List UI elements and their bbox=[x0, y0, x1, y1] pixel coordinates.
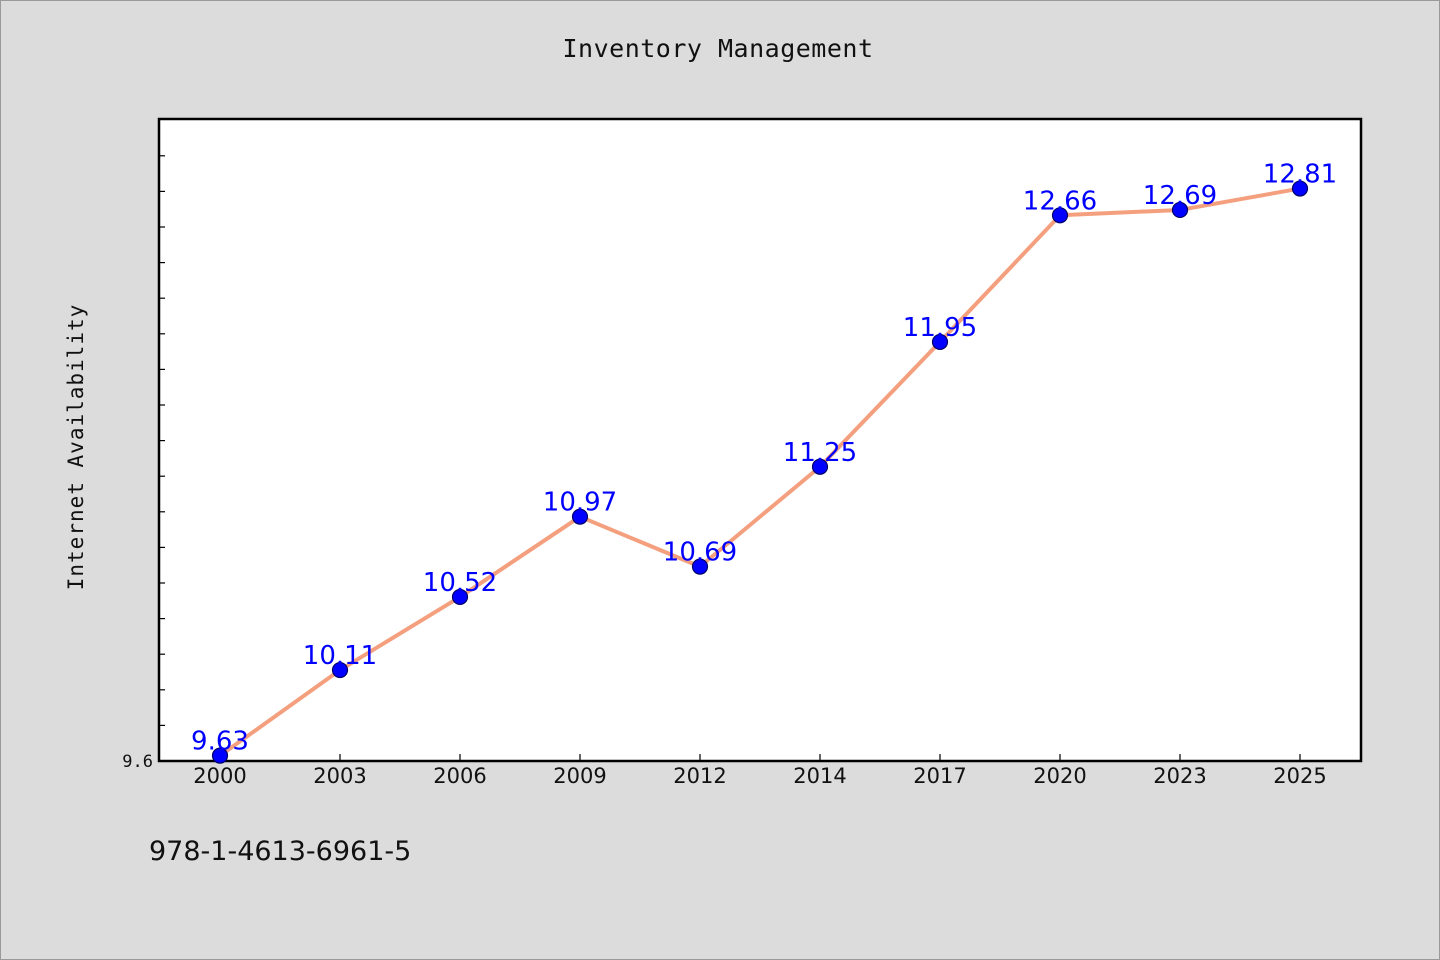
x-tick-label-2000: 2000 bbox=[193, 764, 246, 788]
series-line bbox=[218, 186, 1302, 758]
data-point-2000 bbox=[211, 747, 229, 764]
data-label-2012: 10.69 bbox=[663, 538, 737, 568]
x-tick-label-2003: 2003 bbox=[313, 764, 366, 788]
x-tick-label-2009: 2009 bbox=[553, 764, 606, 788]
data-point-2006 bbox=[451, 588, 469, 606]
data-point-2023 bbox=[1171, 201, 1189, 219]
data-point-2025 bbox=[1291, 180, 1309, 197]
data-label-2000: 9.63 bbox=[191, 727, 249, 757]
data-label-2014: 11.25 bbox=[783, 438, 857, 468]
data-label-2017: 11.95 bbox=[903, 313, 977, 343]
data-point-2012 bbox=[691, 558, 709, 575]
data-point-2003 bbox=[331, 661, 349, 679]
plot-area bbox=[157, 117, 1363, 763]
data-point-2020 bbox=[1051, 207, 1069, 224]
x-tick-label-2020: 2020 bbox=[1033, 764, 1086, 788]
x-tick-label-2025: 2025 bbox=[1273, 764, 1326, 788]
data-label-2023: 12.69 bbox=[1143, 181, 1217, 211]
data-label-2025: 12.81 bbox=[1263, 160, 1337, 190]
data-label-2020: 12.66 bbox=[1023, 186, 1097, 216]
x-tick-label-2014: 2014 bbox=[793, 764, 846, 788]
data-labels: 9.63 10.11 10.52 10.97 10.69 11.25 11.95 12.66 1… bbox=[191, 160, 1337, 757]
y-axis-ticks bbox=[159, 155, 165, 762]
footer-identifier: 978-1-4613-6961-5 bbox=[149, 836, 412, 867]
x-tick-label-2012: 2012 bbox=[673, 764, 726, 788]
data-point-2017 bbox=[931, 333, 949, 351]
data-point-2014 bbox=[811, 458, 829, 475]
y-tick-label-0: 9.6 bbox=[122, 752, 153, 772]
x-axis-tick-labels: 2000 2003 2006 2009 2012 2014 2017 2020 2023 2025 bbox=[193, 764, 1326, 788]
x-tick-label-2006: 2006 bbox=[433, 764, 486, 788]
data-label-2006: 10.52 bbox=[423, 568, 497, 598]
x-tick-label-2017: 2017 bbox=[913, 764, 966, 788]
data-label-2003: 10.11 bbox=[303, 641, 377, 671]
y-axis-tick-labels: 9.6 bbox=[122, 752, 153, 772]
data-label-2009: 10.97 bbox=[543, 488, 617, 518]
data-markers bbox=[211, 180, 1309, 764]
x-tick-label-2023: 2023 bbox=[1153, 764, 1206, 788]
chart-title: Inventory Management bbox=[562, 34, 874, 63]
data-point-2009 bbox=[571, 508, 589, 525]
